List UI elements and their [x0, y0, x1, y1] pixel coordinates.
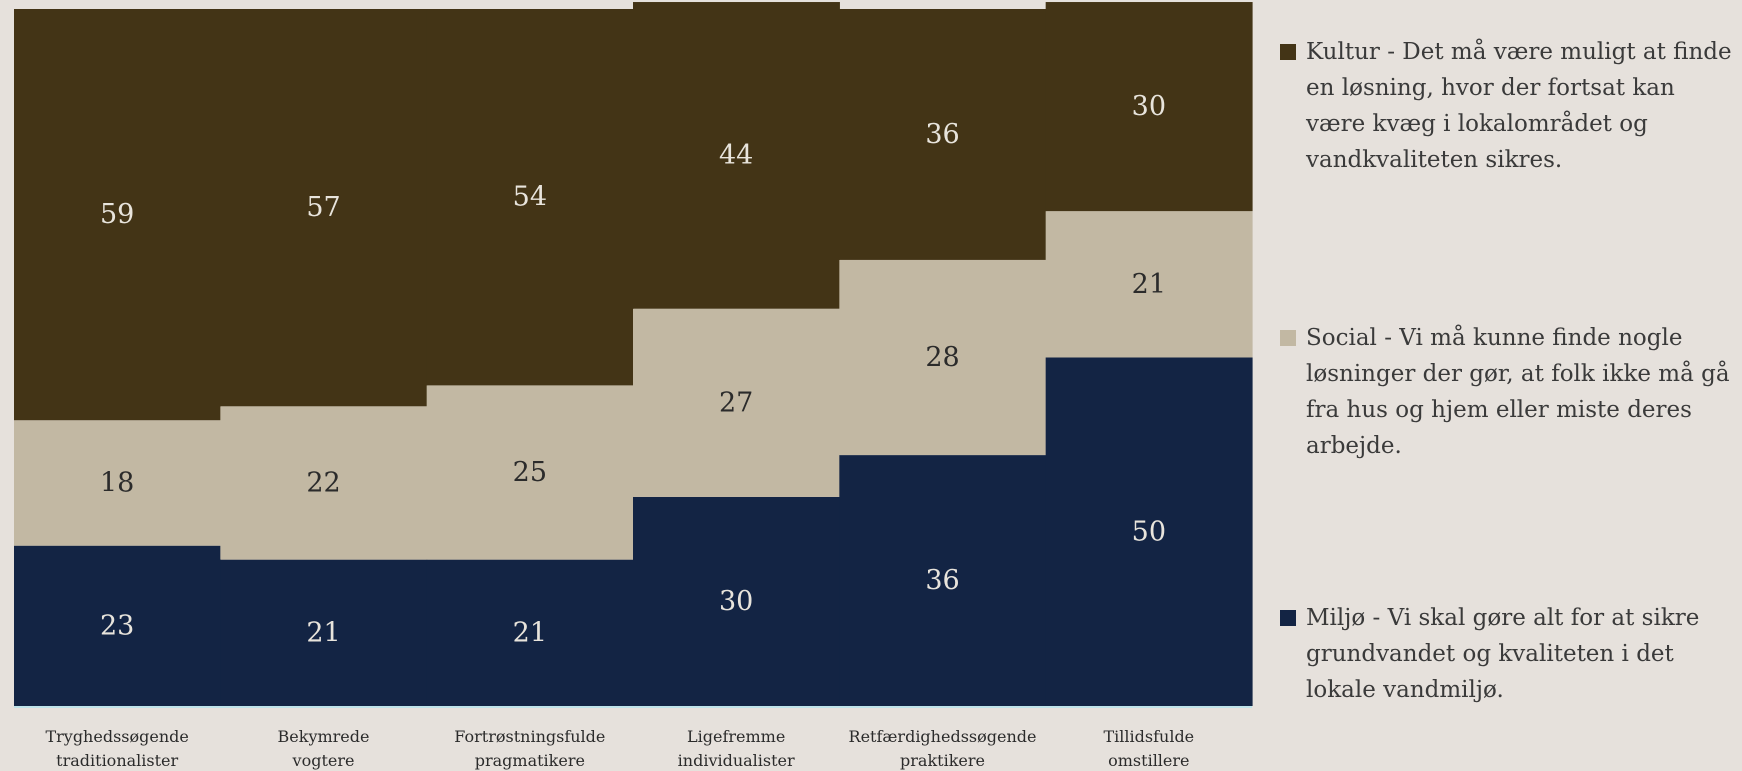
bar-segment-miljo-6: [1045, 357, 1253, 706]
data-label-miljo-4: 30: [719, 586, 753, 617]
bars-group: [14, 2, 1253, 706]
category-label-6-line-2: omstillere: [1108, 751, 1189, 770]
data-label-social-1: 18: [100, 467, 134, 498]
data-label-kultur-4: 44: [719, 140, 753, 171]
data-label-social-5: 28: [925, 342, 959, 373]
category-labels-group: Tryghedssøgende traditionalister Bekymrede…: [45, 727, 1194, 770]
bar-segment-social-3: [426, 385, 634, 560]
bar-segment-kultur-5: [839, 9, 1047, 260]
data-label-kultur-3: 54: [513, 182, 547, 213]
bar-segment-social-2: [220, 406, 428, 560]
bar-segment-kultur-3: [426, 9, 634, 386]
category-label-2-line-2: vogtere: [292, 751, 355, 770]
category-label-3-line-1: Fortrøstningsfulde: [454, 727, 605, 746]
bar-segment-social-4: [633, 308, 840, 497]
data-label-social-3: 25: [513, 457, 547, 488]
bar-segment-miljo-2: [220, 559, 428, 706]
bar-segment-kultur-4: [633, 2, 840, 309]
bar-segment-kultur-1: [14, 9, 221, 421]
data-labels-group: 23 18 59 21 22 57 21 25 54 30 27 44 36 28 36 50 21 30: [100, 91, 1166, 648]
legend-item-social: Social - Vi må kunne finde nogle løsning…: [1280, 320, 1740, 464]
data-label-social-2: 22: [306, 467, 340, 498]
data-label-miljo-2: 21: [306, 617, 340, 648]
legend-swatch-miljo: [1280, 610, 1296, 626]
bar-segment-miljo-3: [426, 559, 634, 706]
category-label-6-line-1: Tillidsfulde: [1104, 727, 1195, 746]
data-label-kultur-6: 30: [1132, 91, 1166, 122]
legend-label-social: Social - Vi må kunne finde nogle løsning…: [1306, 325, 1730, 459]
bar-segment-miljo-1: [14, 545, 221, 706]
bar-segment-miljo-4: [633, 496, 840, 706]
legend-swatch-kultur: [1280, 44, 1296, 60]
data-label-miljo-1: 23: [100, 610, 134, 641]
data-label-social-4: 27: [719, 387, 753, 418]
legend-label-miljo: Miljø - Vi skal gøre alt for at sikre gr…: [1306, 605, 1700, 703]
category-label-1-line-1: Tryghedssøgende: [45, 727, 188, 746]
category-label-1-line-2: traditionalister: [56, 751, 178, 770]
legend-label-kultur: Kultur - Det må være muligt at finde en …: [1306, 39, 1732, 173]
bar-segment-social-6: [1045, 211, 1253, 358]
data-label-kultur-1: 59: [100, 199, 134, 230]
bar-segment-miljo-5: [839, 455, 1047, 706]
data-label-social-6: 21: [1132, 269, 1166, 300]
bar-segment-social-1: [14, 420, 221, 546]
category-label-2-line-1: Bekymrede: [278, 727, 370, 746]
bar-segment-social-5: [839, 259, 1047, 456]
category-label-4-line-2: individualister: [678, 751, 795, 770]
data-label-miljo-5: 36: [925, 565, 959, 596]
legend-item-kultur: Kultur - Det må være muligt at finde en …: [1280, 34, 1740, 178]
category-label-5-line-2: praktikere: [900, 751, 985, 770]
category-label-4-line-1: Ligefremme: [687, 727, 785, 746]
bar-segment-kultur-2: [220, 9, 428, 407]
bar-segment-kultur-6: [1045, 2, 1253, 212]
legend-swatch-social: [1280, 330, 1296, 346]
data-label-miljo-3: 21: [513, 617, 547, 648]
category-label-5-line-1: Retfærdighedssøgende: [849, 727, 1037, 746]
data-label-miljo-6: 50: [1132, 516, 1166, 547]
data-label-kultur-2: 57: [306, 192, 340, 223]
data-label-kultur-5: 36: [925, 119, 959, 150]
legend-item-miljo: Miljø - Vi skal gøre alt for at sikre gr…: [1280, 600, 1740, 708]
category-label-3-line-2: pragmatikere: [475, 751, 585, 770]
